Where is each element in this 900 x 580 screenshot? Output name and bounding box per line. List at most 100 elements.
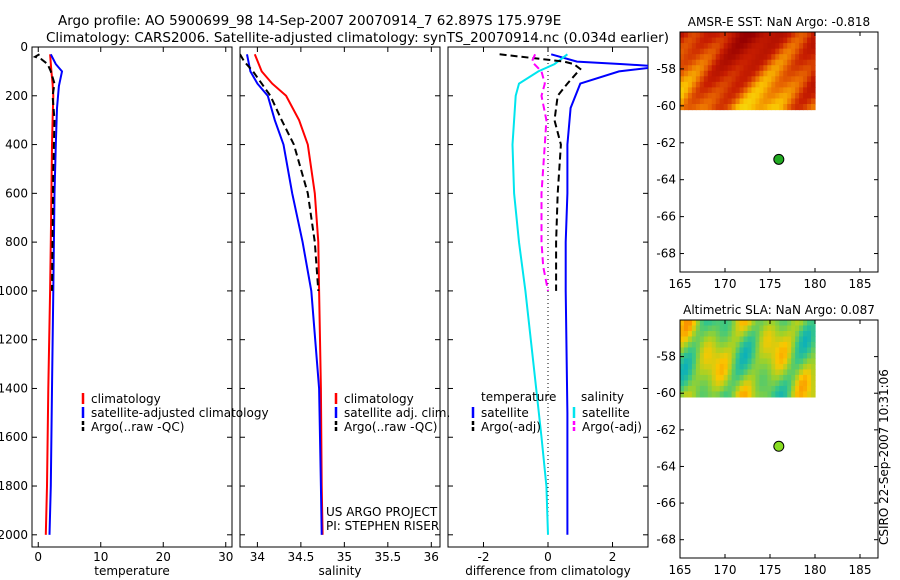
heatmap-cell xyxy=(775,104,780,111)
heatmap-cell xyxy=(747,330,753,338)
x-axis-label: difference from climatology xyxy=(465,564,631,578)
heatmap-cell xyxy=(687,320,693,327)
heatmap-cell xyxy=(803,385,808,392)
heatmap-cell xyxy=(771,59,776,66)
heatmap-cell xyxy=(715,32,721,39)
heatmap-cell xyxy=(807,48,812,55)
heatmap-cell xyxy=(735,98,741,105)
heatmap-cell xyxy=(783,92,788,100)
heatmap-cell xyxy=(787,363,792,371)
heatmap-cell xyxy=(771,76,776,83)
x-tick-label: 165 xyxy=(669,277,692,291)
heatmap-cell xyxy=(687,43,693,50)
series-line-3 xyxy=(530,53,549,292)
map-frame xyxy=(679,319,879,559)
heatmap-cell xyxy=(715,76,721,83)
heatmap-cell xyxy=(803,352,808,360)
heatmap-cell xyxy=(783,37,788,44)
x-tick-label: 34 xyxy=(250,550,265,564)
heatmap-cell xyxy=(691,65,697,72)
heatmap-cell xyxy=(723,48,729,55)
heatmap-cell xyxy=(787,380,792,387)
heatmap-cell xyxy=(771,92,776,100)
heatmap-cell xyxy=(795,347,800,354)
heatmap-cell xyxy=(759,87,764,94)
heatmap-cell xyxy=(803,92,808,100)
heatmap-cell xyxy=(739,104,745,111)
heatmap-cell xyxy=(787,92,792,100)
heatmap-cell xyxy=(791,43,796,50)
heatmap-cell xyxy=(771,380,776,387)
heatmap-cell xyxy=(680,76,685,83)
heatmap-cell xyxy=(779,369,784,376)
heatmap-cell xyxy=(680,320,685,327)
heatmap-cell xyxy=(771,391,776,398)
y-tick-label: -62 xyxy=(656,423,676,437)
heatmap-cell xyxy=(759,358,764,365)
heatmap-cell xyxy=(695,32,701,39)
series-group xyxy=(240,53,324,535)
heatmap-cell xyxy=(771,341,776,349)
heatmap-cell xyxy=(735,37,741,44)
heatmap-cell xyxy=(719,363,725,371)
heatmap-cell xyxy=(735,43,741,50)
heatmap-cell xyxy=(747,374,753,382)
heatmap-cell xyxy=(807,54,812,61)
heatmap-cell xyxy=(779,76,784,83)
heatmap-cell xyxy=(703,391,709,398)
profile-panel-1: 34 34.5 35 35.5 36 salinity xyxy=(239,46,441,578)
heatmap-cell xyxy=(771,352,776,360)
heatmap-cell xyxy=(811,87,816,94)
legend-label: Argo(..raw -QC) xyxy=(344,420,437,434)
heatmap-cell xyxy=(791,341,796,349)
heatmap-cell xyxy=(695,330,701,338)
heatmap-cell xyxy=(687,347,693,354)
heatmap-cell xyxy=(715,37,721,44)
heatmap-cell xyxy=(683,43,689,50)
heatmap-cell xyxy=(803,87,808,94)
heatmap-cell xyxy=(759,347,764,354)
x-axis-label: temperature xyxy=(94,564,169,578)
heatmap-cell xyxy=(783,358,788,365)
heatmap-cell xyxy=(695,347,701,354)
heatmap-cell xyxy=(791,325,796,332)
heatmap-cell xyxy=(739,320,745,327)
heatmap-cell xyxy=(803,76,808,83)
heatmap-cell xyxy=(687,76,693,83)
heatmap-cell xyxy=(719,81,725,88)
heatmap-cell xyxy=(763,347,768,354)
heatmap-cell xyxy=(799,374,804,382)
series-line-1 xyxy=(511,53,569,535)
heatmap-cell xyxy=(680,43,685,50)
heatmap-cell xyxy=(747,347,753,354)
heatmap-cell xyxy=(695,92,701,100)
heatmap-cell xyxy=(755,358,761,365)
heatmap-cell xyxy=(775,76,780,83)
heatmap-cell xyxy=(751,54,757,61)
heatmap-cell xyxy=(779,54,784,61)
heatmap-cell xyxy=(811,363,816,371)
heatmap-cell xyxy=(787,369,792,376)
heatmap-cell xyxy=(767,43,772,50)
heatmap-cell xyxy=(683,330,689,338)
heatmap-cell xyxy=(691,358,697,365)
heatmap-cell xyxy=(687,59,693,66)
heatmap-cell xyxy=(707,32,713,39)
y-tick-label: -64 xyxy=(656,173,676,187)
heatmap-cell xyxy=(711,37,717,44)
heatmap-cell xyxy=(695,369,701,376)
heatmap-cell xyxy=(779,330,784,338)
heatmap-cell xyxy=(811,81,816,88)
heatmap-cell xyxy=(783,48,788,55)
heatmap-cell xyxy=(691,43,697,50)
x-tick-label: 20 xyxy=(156,550,171,564)
heatmap-cell xyxy=(695,391,701,398)
heatmap-cell xyxy=(811,352,816,360)
heatmap-cell xyxy=(787,81,792,88)
heatmap-cell xyxy=(787,76,792,83)
heatmap-cell xyxy=(743,385,749,392)
heatmap-cell xyxy=(755,380,761,387)
y-tick-label: 1200 xyxy=(0,333,28,347)
heatmap-cell xyxy=(743,363,749,371)
heatmap-cell xyxy=(723,92,729,100)
